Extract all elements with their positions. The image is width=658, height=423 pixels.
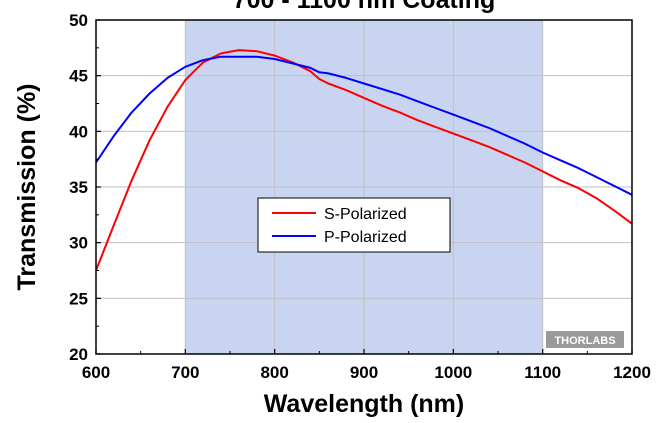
x-tick-label-1100: 1100 — [524, 363, 561, 382]
x-tick-label-700: 700 — [171, 363, 199, 382]
y-tick-label-40: 40 — [69, 122, 88, 141]
chart-title: 700 - 1100 nm Coating — [233, 0, 496, 14]
legend-label-s-polarized: S-Polarized — [324, 206, 407, 223]
x-tick-label-800: 800 — [260, 363, 288, 382]
y-tick-label-50: 50 — [69, 11, 88, 30]
legend-label-p-polarized: P-Polarized — [324, 229, 407, 246]
axis-ticks: 600 700 800 900 1000 1100 1200 20 25 30 35 40 45 50 — [69, 11, 651, 382]
legend: S-Polarized P-Polarized — [257, 197, 451, 253]
thorlabs-logo: THORLABS — [546, 331, 624, 348]
x-axis-title: Wavelength (nm) — [264, 390, 464, 418]
logo-badge — [546, 331, 624, 348]
x-tick-label-600: 600 — [82, 363, 110, 382]
legend-box — [257, 197, 451, 253]
logo-text: THORLABS — [554, 335, 615, 347]
x-tick-label-1000: 1000 — [434, 363, 472, 382]
y-tick-label-45: 45 — [69, 67, 88, 86]
y-axis-title: Transmission (%) — [13, 84, 41, 291]
y-tick-label-35: 35 — [69, 178, 88, 197]
x-tick-label-900: 900 — [350, 363, 378, 382]
y-tick-label-30: 30 — [69, 234, 88, 253]
series-line-s-polarized — [95, 49, 633, 271]
series-lines — [95, 49, 633, 271]
y-tick-label-20: 20 — [69, 345, 88, 364]
x-tick-label-1200: 1200 — [613, 363, 651, 382]
y-tick-label-25: 25 — [69, 289, 88, 308]
series-line-p-polarized — [95, 55, 633, 196]
